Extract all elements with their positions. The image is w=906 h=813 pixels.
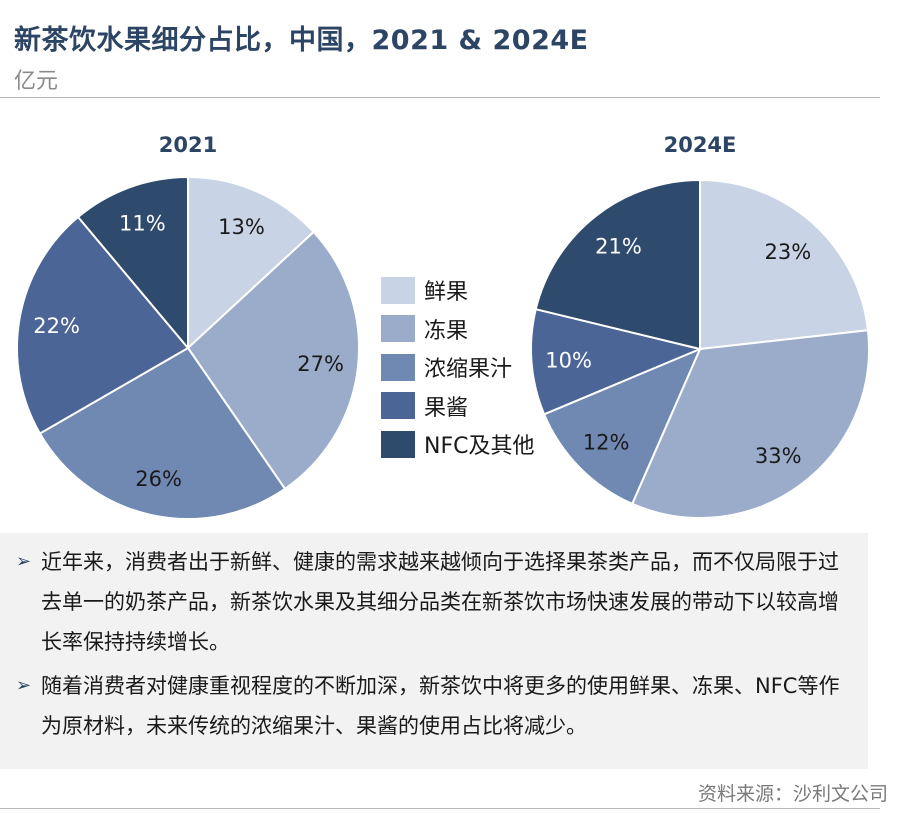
legend-swatch <box>381 392 415 420</box>
legend-label: 果酱 <box>424 395 469 421</box>
note-item: ➢ 随着消费者对健康重视程度的不断加深，新茶饮中将更多的使用鲜果、冻果、NFC等… <box>16 666 848 746</box>
triangle-right-icon: ➢ <box>16 551 32 572</box>
legend-item: 浓缩果汁 <box>381 348 534 387</box>
legend-label: 浓缩果汁 <box>424 357 513 383</box>
bottom-divider <box>0 808 880 809</box>
legend-item: 冻果 <box>381 310 534 349</box>
pie-slice <box>534 178 701 351</box>
slice-label: 10% <box>545 348 592 372</box>
note-text: 随着消费者对健康重视程度的不断加深，新茶饮中将更多的使用鲜果、冻果、NFC等作为… <box>41 674 840 738</box>
pie-slice <box>76 175 189 351</box>
top-divider <box>0 97 880 98</box>
slice-label: 27% <box>297 352 344 376</box>
chart-title: 2024E <box>664 133 737 157</box>
legend-swatch <box>381 276 415 304</box>
triangle-right-icon: ➢ <box>16 675 32 696</box>
legend-label: 鲜果 <box>424 280 469 306</box>
legend-swatch <box>381 315 415 343</box>
unit-label: 亿元 <box>14 69 59 94</box>
note-item: ➢ 近年来，消费者出于新鲜、健康的需求越来越倾向于选择果茶类产品，而不仅局限于过… <box>16 542 848 662</box>
notes-panel: ➢ 近年来，消费者出于新鲜、健康的需求越来越倾向于选择果茶类产品，而不仅局限于过… <box>0 533 868 769</box>
legend-item: NFC及其他 <box>381 425 534 464</box>
slice-label: 21% <box>595 234 642 258</box>
pie-slice <box>187 175 316 351</box>
legend-label: NFC及其他 <box>424 434 535 460</box>
source-note: 资料来源：沙利文公司 <box>697 783 888 805</box>
page-title: 新茶饮水果细分占比，中国，2021 & 2024E <box>14 25 589 56</box>
legend-label: 冻果 <box>424 318 469 344</box>
legend: 鲜果 冻果 浓缩果汁 果酱 NFC及其他 <box>381 271 534 464</box>
slice-label: 11% <box>119 212 166 236</box>
pie-slice <box>38 346 287 520</box>
pie-slice <box>530 307 704 416</box>
slice-label: 33% <box>755 444 802 468</box>
legend-swatch <box>381 353 415 381</box>
pie-slice <box>542 347 702 506</box>
pie-slice <box>16 215 190 435</box>
note-text: 近年来，消费者出于新鲜、健康的需求越来越倾向于选择果茶类产品，而不仅局限于过去单… <box>41 550 839 654</box>
slice-label: 22% <box>33 314 80 338</box>
chart-title: 2021 <box>159 133 217 157</box>
slice-label: 23% <box>765 240 812 264</box>
pie-charts: 2021 13% 27% 26% 22% 11% 2024E 23% 33% 12% 10% 21% <box>16 133 870 520</box>
slice-label: 13% <box>218 215 265 239</box>
pie-slice <box>186 230 360 491</box>
legend-item: 鲜果 <box>381 271 534 310</box>
pie-slice <box>630 329 870 519</box>
legend-item: 果酱 <box>381 387 534 426</box>
slice-label: 12% <box>583 431 630 455</box>
legend-swatch <box>381 430 415 458</box>
pie-slice <box>699 178 870 351</box>
slice-label: 26% <box>135 467 182 491</box>
